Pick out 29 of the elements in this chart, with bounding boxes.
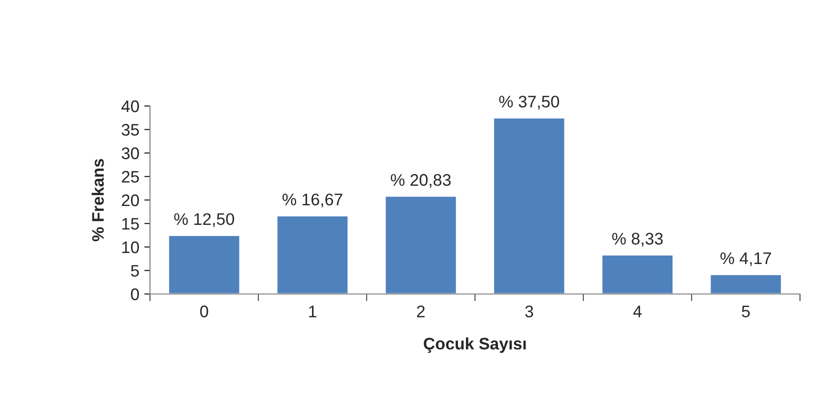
y-tick-label: 25 <box>122 170 139 183</box>
bar <box>276 214 349 294</box>
x-tick-label: 3 <box>525 306 534 318</box>
y-tick-label: 0 <box>130 288 139 300</box>
bar <box>384 195 458 294</box>
x-axis-title: Çocuk Sayısı <box>424 337 526 353</box>
x-tick-label: 2 <box>417 306 425 318</box>
y-tick-label: 20 <box>122 194 139 206</box>
data-label: % 37,50 <box>499 96 560 110</box>
y-tick-label: 40 <box>121 100 139 112</box>
x-tick-label: 1 <box>309 306 316 318</box>
x-tick-label: 5 <box>742 306 750 318</box>
y-tick-label: 30 <box>122 147 139 160</box>
y-tick-label: 35 <box>122 124 139 136</box>
data-label: % 16,67 <box>282 194 342 208</box>
y-tick-label: 10 <box>122 241 139 254</box>
x-tick-label: 4 <box>633 306 642 318</box>
bar <box>492 117 566 294</box>
y-axis-title: % Frekans <box>92 158 104 242</box>
data-label: % 12,50 <box>174 213 234 227</box>
data-label: % 4,17 <box>720 252 771 266</box>
bar <box>601 254 674 294</box>
bar <box>168 234 241 294</box>
data-label: % 20,83 <box>390 174 451 188</box>
bar <box>709 274 782 294</box>
y-tick-label: 15 <box>122 218 139 230</box>
y-tick-label: 5 <box>130 265 139 277</box>
data-label: % 8,33 <box>612 232 663 247</box>
x-tick-label: 0 <box>200 306 208 318</box>
